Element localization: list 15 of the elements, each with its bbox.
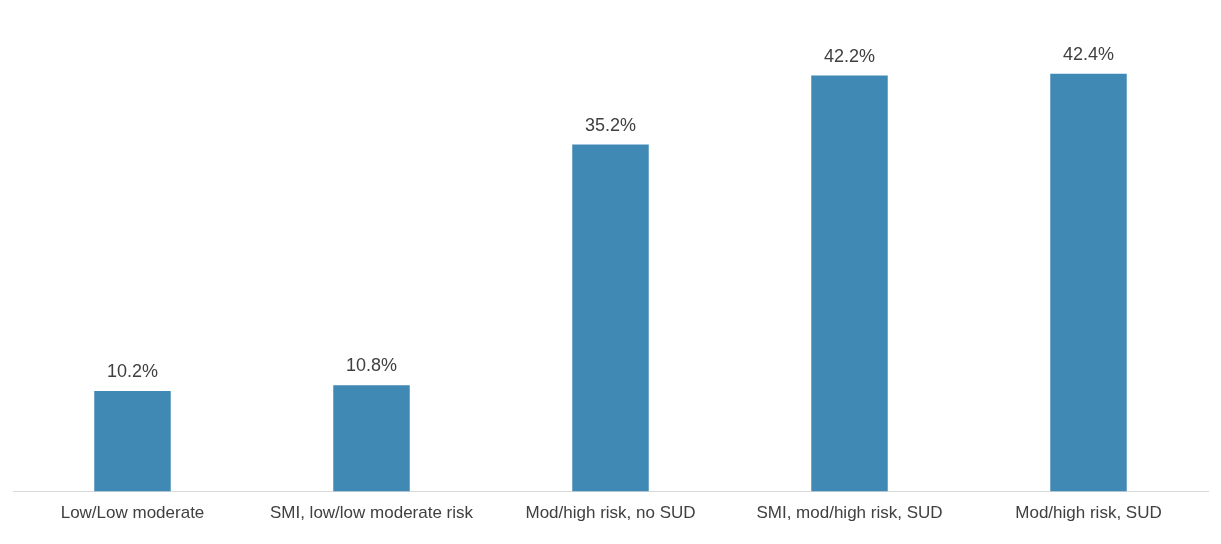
x-tick-label: Low/Low moderate <box>60 503 205 523</box>
data-label: 10.2% <box>106 361 159 382</box>
data-label: 10.8% <box>345 355 398 376</box>
bar <box>94 391 171 492</box>
x-tick-label: Mod/high risk, no SUD <box>525 503 696 523</box>
data-label: 42.2% <box>823 45 876 66</box>
x-tick-label: SMI, mod/high risk, SUD <box>756 503 943 523</box>
bar <box>333 385 410 492</box>
bar <box>811 75 888 492</box>
bar <box>1050 73 1127 492</box>
x-tick-label: Mod/high risk, SUD <box>1015 503 1162 523</box>
data-label: 42.4% <box>1062 43 1115 64</box>
bar <box>572 144 649 492</box>
x-tick-label: SMI, low/low moderate risk <box>269 503 474 523</box>
data-label: 35.2% <box>584 114 637 135</box>
